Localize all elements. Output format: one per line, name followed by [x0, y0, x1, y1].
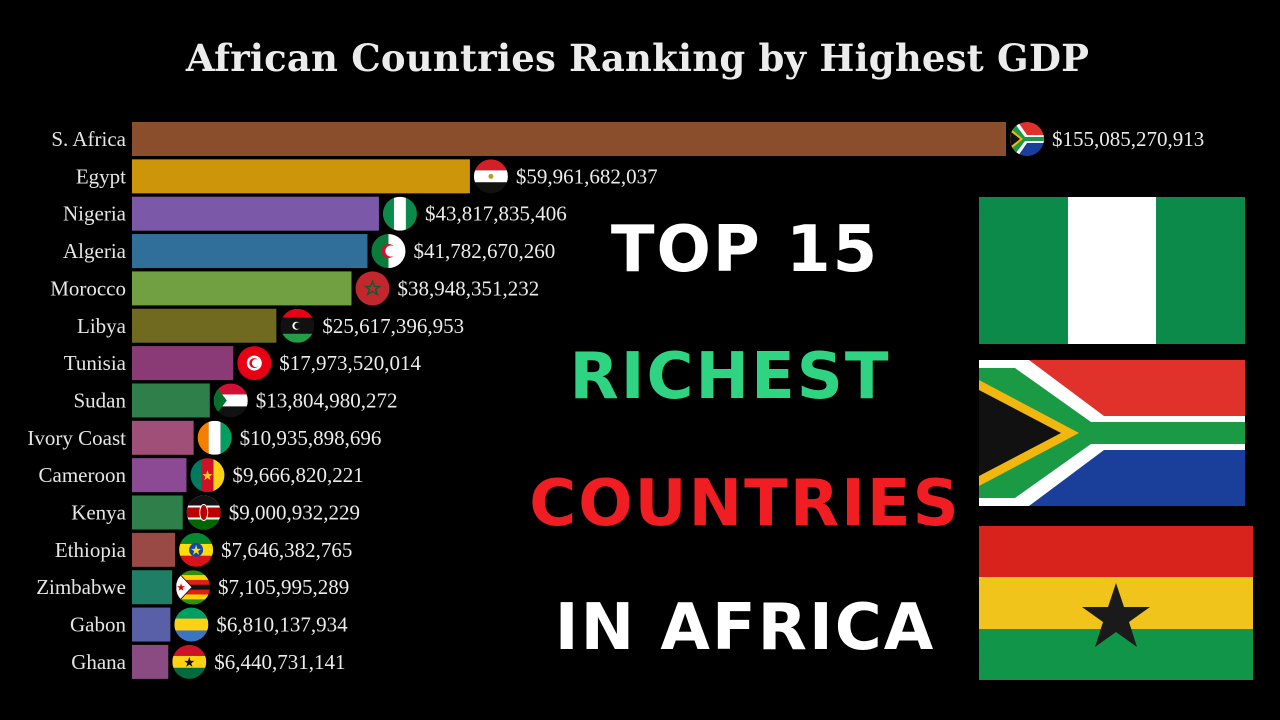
ethiopia-flag-icon: [179, 532, 214, 567]
tunisia-flag-icon: [237, 346, 272, 381]
value-label-sudan: $13,804,980,272: [256, 388, 398, 412]
value-label-algeria: $41,782,670,260: [413, 239, 555, 263]
category-label-gabon: Gabon: [70, 613, 126, 637]
bar-ivory-coast: [132, 420, 194, 455]
value-label-ethiopia: $7,646,382,765: [221, 538, 352, 562]
value-label-nigeria: $43,817,835,406: [425, 202, 567, 226]
bar-kenya: [132, 495, 183, 530]
value-label-s-africa: $155,085,270,913: [1052, 127, 1204, 151]
overlay-richest: RICHEST: [569, 340, 891, 414]
value-label-ivory-coast: $10,935,898,696: [240, 426, 382, 450]
bar-algeria: [132, 234, 368, 269]
value-label-cameroon: $9,666,820,221: [232, 463, 363, 487]
bar-morocco: [132, 271, 352, 306]
morocco-flag-icon: [355, 271, 390, 306]
category-label-tunisia: Tunisia: [64, 351, 127, 375]
bar-gabon: [132, 607, 171, 642]
category-label-morocco: Morocco: [50, 276, 126, 300]
category-label-ivory-coast: Ivory Coast: [27, 426, 126, 450]
nigeria-flag-large: [979, 197, 1245, 344]
category-label-cameroon: Cameroon: [39, 463, 127, 487]
libya-flag-icon: [280, 308, 315, 343]
value-label-kenya: $9,000,932,229: [229, 501, 360, 525]
bar-ethiopia: [132, 532, 176, 567]
value-label-gabon: $6,810,137,934: [216, 613, 348, 637]
category-label-ethiopia: Ethiopia: [55, 538, 127, 562]
value-label-zimbabwe: $7,105,995,289: [218, 575, 349, 599]
gabon-flag-icon: [174, 607, 209, 642]
ghana-flag-large: [979, 526, 1253, 680]
south-africa-flag-large: [979, 360, 1245, 506]
bar-ghana: [132, 644, 169, 679]
chart-title: African Countries Ranking by Highest GDP: [185, 36, 1090, 80]
category-label-nigeria: Nigeria: [63, 202, 127, 226]
egypt-flag-icon: [473, 159, 508, 194]
overlay-in-africa: IN AFRICA: [554, 591, 936, 665]
kenya-flag-icon: [186, 495, 221, 530]
category-label-s-africa: S. Africa: [51, 127, 126, 151]
zimbabwe-flag-icon: [176, 570, 211, 605]
nigeria-flag-icon: [382, 196, 417, 231]
south-africa-flag-icon: [1010, 122, 1044, 156]
bar-cameroon: [132, 458, 187, 493]
category-label-zimbabwe: Zimbabwe: [36, 575, 126, 599]
value-label-libya: $25,617,396,953: [322, 314, 464, 338]
bar-egypt: [132, 159, 470, 194]
value-label-ghana: $6,440,731,141: [214, 650, 345, 674]
category-label-kenya: Kenya: [71, 501, 126, 525]
bar-zimbabwe: [132, 570, 173, 605]
bar-sudan: [132, 383, 210, 418]
ghana-flag-icon: [172, 644, 207, 679]
bar-nigeria: [132, 196, 379, 231]
bar-s-africa: [132, 122, 1006, 156]
value-label-morocco: $38,948,351,232: [397, 276, 539, 300]
cameroon-flag-icon: [190, 458, 225, 493]
overlay-countries: COUNTRIES: [529, 467, 961, 541]
overlay-top-15: TOP 15: [610, 213, 880, 287]
category-label-ghana: Ghana: [71, 650, 126, 674]
bar-libya: [132, 308, 277, 343]
category-label-libya: Libya: [77, 314, 127, 338]
algeria-flag-icon: [371, 234, 406, 269]
category-label-algeria: Algeria: [63, 239, 127, 263]
value-label-tunisia: $17,973,520,014: [279, 351, 421, 375]
sudan-flag-icon: [213, 383, 248, 418]
category-label-sudan: Sudan: [74, 388, 127, 412]
category-label-egypt: Egypt: [76, 164, 126, 188]
ivory-coast-flag-icon: [197, 420, 232, 455]
bar-tunisia: [132, 346, 234, 381]
value-label-egypt: $59,961,682,037: [516, 164, 658, 188]
